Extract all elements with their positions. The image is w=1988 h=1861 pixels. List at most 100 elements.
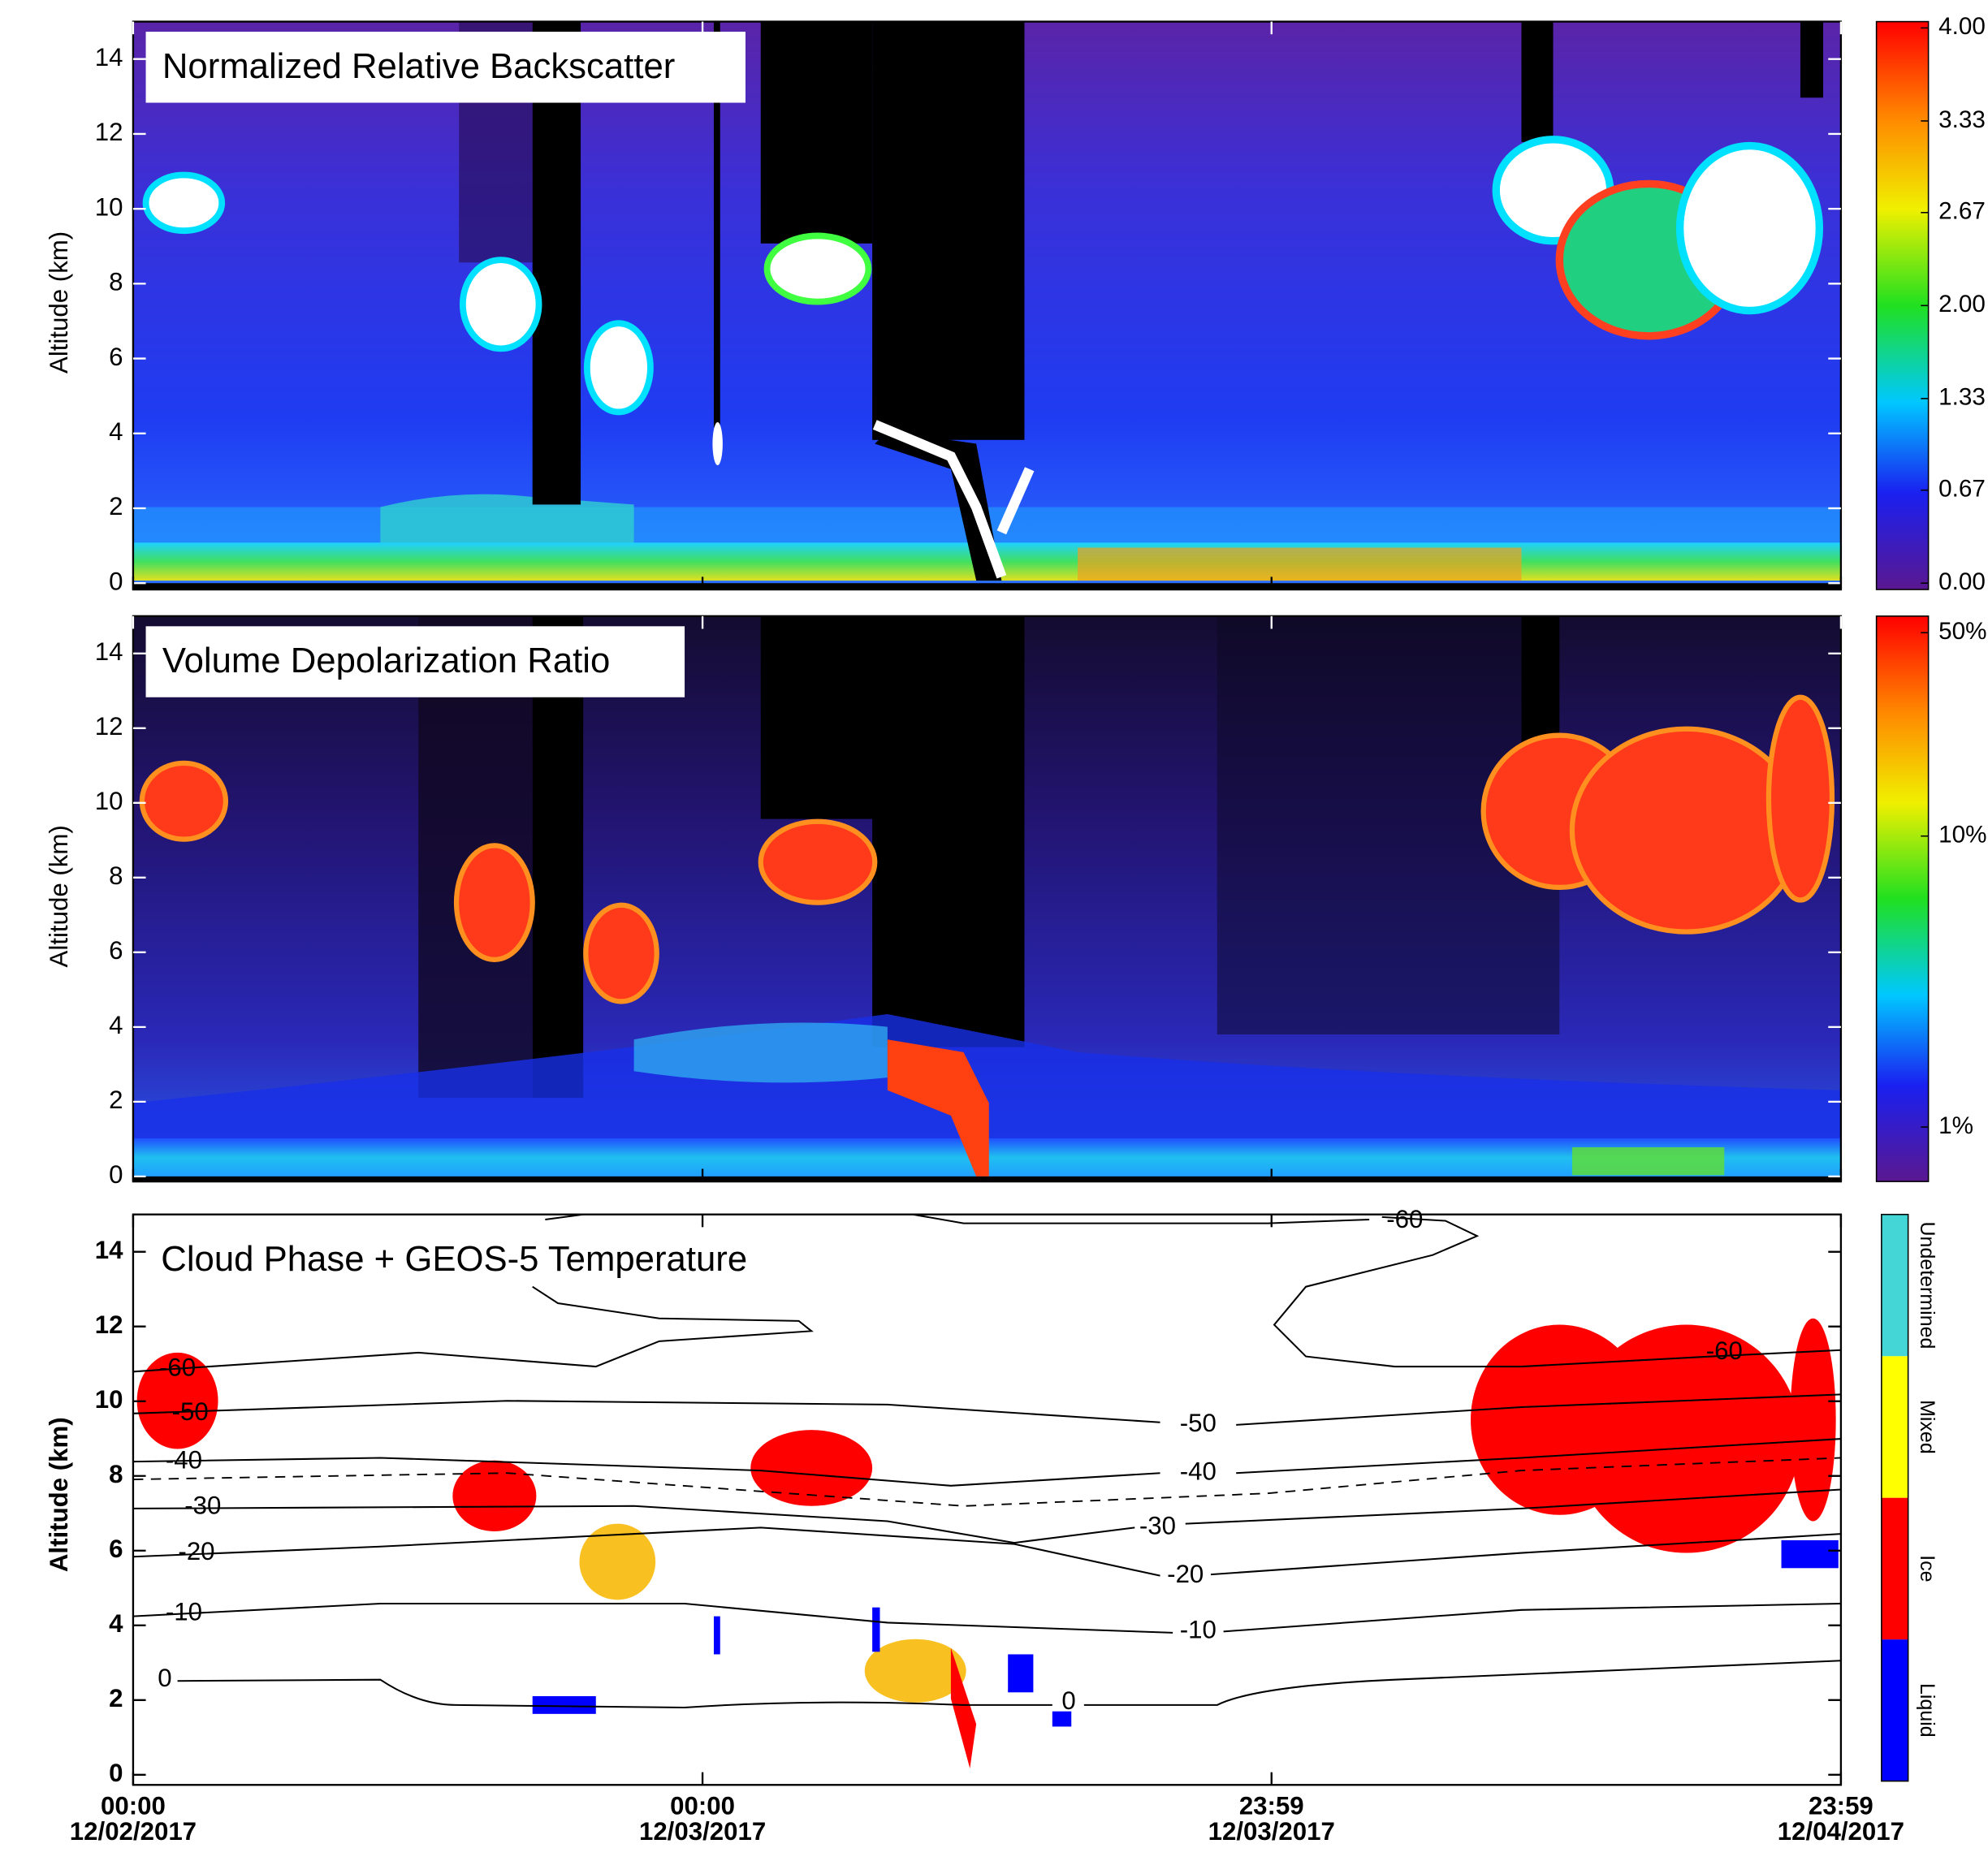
imagery: [1008, 1654, 1034, 1693]
imagery: [750, 1430, 873, 1506]
plot-frame: [132, 615, 1843, 1183]
imagery: [864, 1639, 966, 1703]
ground-strip: [132, 583, 1841, 590]
y-tick-label: 4: [109, 1609, 123, 1638]
imagery: [712, 421, 723, 466]
imagery: [872, 21, 1025, 440]
imagery: [872, 615, 1025, 1047]
imagery: [887, 1039, 989, 1177]
title-box: [145, 32, 746, 103]
y-axis-label: Altitude (km): [45, 825, 73, 967]
imagery: [532, 1695, 596, 1714]
colorbar-label: Mixed: [1916, 1400, 1938, 1454]
colorbar-label: 1%: [1938, 1112, 1973, 1139]
imagery: [1765, 694, 1835, 903]
imagery: [453, 843, 535, 963]
contour-label: -30: [184, 1492, 221, 1520]
imagery: [1571, 1146, 1725, 1176]
y-tick-label: 12: [95, 118, 123, 146]
x-tick-date: 12/03/2017: [1208, 1817, 1335, 1846]
y-tick-label: 10: [95, 787, 123, 815]
colorbar-label: 50%: [1938, 618, 1986, 645]
imagery: [1052, 1711, 1072, 1727]
contour-line: [132, 1602, 1841, 1634]
plot-frame: [132, 1213, 1843, 1786]
y-tick-label: 4: [109, 417, 123, 446]
y-tick-label: 10: [95, 1385, 123, 1414]
colorbar-label: Undetermined: [1916, 1222, 1938, 1349]
imagery: [142, 171, 226, 235]
x-tick-label: 23:59: [1809, 1792, 1873, 1820]
panel: 0 2 4 6 8 10 12 14 Altitude (km) Normalized Relat…: [45, 13, 1986, 595]
imagery: [139, 760, 229, 842]
imagery: [872, 1607, 880, 1652]
colorbar-label: 10%: [1938, 822, 1986, 848]
colorbar-label: 3.33: [1938, 106, 1986, 133]
y-tick-label: 0: [109, 567, 123, 595]
y-tick-label: 14: [95, 43, 123, 71]
contour-line: [132, 1488, 1841, 1544]
imagery: [872, 420, 1035, 579]
contour-line: [132, 1526, 1841, 1577]
contour-label: 0: [1061, 1686, 1075, 1715]
x-tick-date: 12/03/2017: [639, 1817, 766, 1846]
colorbar-label: Liquid: [1916, 1683, 1938, 1738]
panel-title: Normalized Relative Backscatter: [162, 46, 676, 86]
y-axis-label: Altitude (km): [45, 231, 73, 373]
contour-line: [132, 1393, 1841, 1426]
contour-label: -50: [1180, 1409, 1217, 1437]
imagery: [1781, 1539, 1839, 1569]
imagery: [760, 615, 875, 819]
imagery: [579, 1523, 656, 1600]
imagery: [583, 320, 654, 416]
imagery: [583, 902, 659, 1004]
imagery: [1521, 615, 1560, 743]
contour-line: [132, 1438, 1841, 1487]
y-tick-label: 14: [95, 1236, 123, 1264]
contour-line: [132, 1285, 814, 1373]
contour-label: -10: [166, 1598, 202, 1626]
colorbar-swatch: [1881, 1214, 1908, 1357]
imagery: [713, 1616, 720, 1655]
imagery: [1800, 21, 1824, 98]
contour-label: 0: [158, 1664, 171, 1692]
contour-label: -40: [166, 1445, 202, 1474]
contour-label: -10: [1180, 1616, 1217, 1644]
colorbar-label: 1.33: [1938, 384, 1986, 411]
contour-label: -20: [178, 1537, 214, 1565]
plot-frame: [132, 20, 1843, 591]
colorbar-swatch: [1881, 1497, 1908, 1640]
colorbar: [1875, 615, 1930, 1182]
contour-line: [177, 1660, 1841, 1709]
title-box: [145, 626, 685, 697]
colorbar-label: 2.67: [1938, 198, 1986, 225]
imagery: [875, 430, 1002, 581]
y-tick-label: 14: [95, 637, 123, 666]
y-tick-label: 12: [95, 712, 123, 741]
imagery: [758, 818, 878, 905]
imagery: [459, 257, 542, 352]
x-tick-label: 23:59: [1239, 1792, 1304, 1820]
y-tick-label: 6: [109, 1535, 123, 1563]
colorbar-frame: [1881, 1213, 1909, 1782]
y-tick-label: 10: [95, 192, 123, 221]
x-tick-label: 00:00: [101, 1792, 166, 1820]
contour-label: -60: [159, 1353, 196, 1381]
colorbar-swatch: [1881, 1356, 1908, 1498]
y-tick-label: 2: [109, 1684, 123, 1712]
imagery: [132, 1014, 1841, 1142]
colorbar-label: 0.67: [1938, 476, 1986, 503]
colorbar-label: Ice: [1916, 1555, 1938, 1582]
y-axis-label: Altitude (km): [45, 1417, 73, 1572]
y-tick-label: 8: [109, 268, 123, 296]
colorbar-label: 0.00: [1938, 568, 1986, 595]
y-tick-label: 8: [109, 861, 123, 890]
x-tick-label: 00:00: [670, 1792, 735, 1820]
colorbar: [1875, 20, 1930, 590]
x-tick-date: 12/02/2017: [70, 1817, 197, 1846]
y-tick-label: 2: [109, 492, 123, 520]
panel-title: Cloud Phase + GEOS-5 Temperature: [161, 1239, 747, 1279]
contour-label: -50: [172, 1397, 209, 1426]
imagery: [1675, 141, 1824, 315]
